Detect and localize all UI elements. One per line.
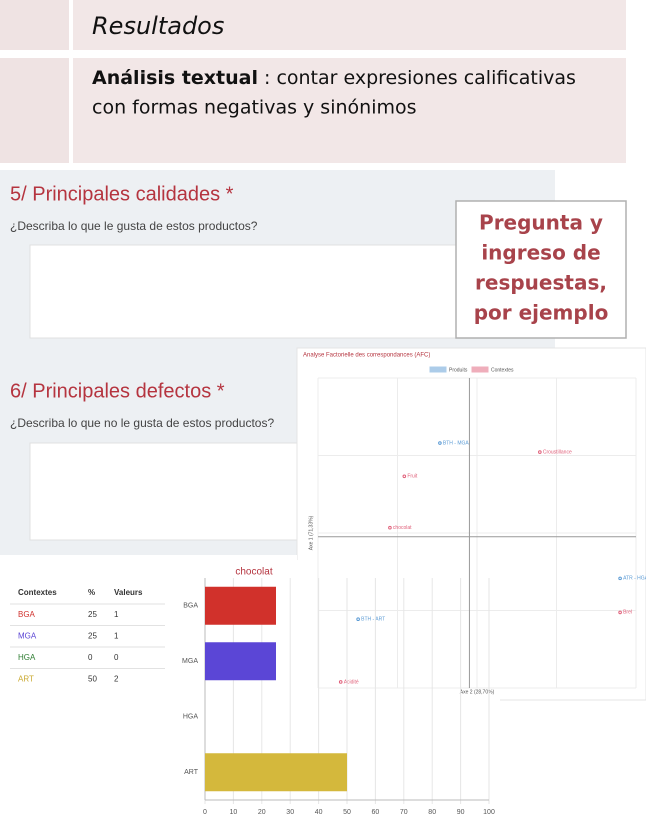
x-axis-label: Axe 2 (28,70%) bbox=[460, 689, 495, 695]
point-label: Brel bbox=[623, 610, 632, 616]
table-cell: BGA bbox=[18, 610, 36, 619]
x-tick-label: 70 bbox=[400, 809, 408, 816]
y-axis-label: Axe 1 (71,33%) bbox=[308, 515, 314, 550]
legend-label: Contextes bbox=[491, 367, 514, 373]
legend-label: Produits bbox=[449, 367, 468, 373]
point-label: Croustillance bbox=[543, 449, 572, 455]
question-title: 5/ Principales calidades * bbox=[10, 183, 234, 205]
legend-swatch bbox=[471, 366, 489, 373]
point bbox=[356, 617, 360, 621]
callout-line: respuestas, bbox=[475, 271, 607, 295]
answer-textarea[interactable] bbox=[29, 442, 331, 541]
question-prompt: ¿Describa lo que le gusta de estos produ… bbox=[10, 219, 258, 233]
table-cell: 0 bbox=[88, 653, 93, 662]
callout-line: Pregunta y bbox=[479, 211, 603, 235]
point bbox=[438, 441, 442, 445]
bar bbox=[205, 642, 276, 681]
point-label: ATR - HGA bbox=[623, 576, 646, 582]
generated: Contextes% Valeurs BGA 25 1 MGA 25 1 HGA 0 0 ART 50 2… bbox=[10, 353, 646, 816]
table-cell: MGA bbox=[18, 632, 37, 641]
point bbox=[618, 610, 622, 615]
table-cell: 2 bbox=[114, 675, 119, 684]
band-left bbox=[0, 58, 69, 163]
subtitle-text: : contar expresiones calificativas bbox=[264, 67, 576, 89]
table-cell: 1 bbox=[114, 632, 119, 641]
bar bbox=[205, 586, 276, 625]
bar bbox=[205, 753, 347, 792]
point bbox=[618, 576, 622, 581]
point bbox=[388, 525, 392, 530]
point bbox=[338, 680, 343, 684]
table-cell: ART bbox=[18, 675, 34, 684]
callout-box bbox=[455, 200, 627, 339]
x-tick-label: 100 bbox=[483, 809, 495, 816]
chart-title: chocolat bbox=[235, 567, 272, 578]
chart-title: Analyse Factorielle des correspondances … bbox=[303, 353, 430, 359]
x-tick-label: 80 bbox=[428, 809, 436, 816]
point bbox=[402, 474, 407, 479]
subtitle-bold: Análisis textual bbox=[92, 67, 258, 89]
slide-title: Resultados bbox=[92, 12, 224, 40]
question-title: 6/ Principales defectos * bbox=[10, 380, 225, 402]
y-tick-label: ART bbox=[184, 769, 199, 776]
table-header: Contextes bbox=[18, 588, 57, 597]
point-label: BTH - ART bbox=[361, 617, 385, 623]
question-prompt: ¿Describa lo que no le gusta de estos pr… bbox=[10, 416, 274, 430]
point-label: chocolat bbox=[393, 525, 412, 531]
subtitle-line: con formas negativas y sinónimos bbox=[92, 97, 417, 119]
callout: Pregunta y ingreso de respuestas, por ej… bbox=[474, 211, 609, 325]
band-left bbox=[0, 0, 69, 50]
x-tick-label: 60 bbox=[372, 809, 380, 816]
table-header: % bbox=[88, 588, 95, 597]
point-label: Acidité bbox=[344, 679, 359, 685]
table-cell: 1 bbox=[114, 610, 119, 619]
point-label: BTH - MGA bbox=[443, 440, 469, 446]
x-tick-label: 90 bbox=[457, 809, 465, 816]
subtitle-band bbox=[73, 58, 626, 163]
subtitle: Análisis textual : contar expresiones cal… bbox=[92, 67, 576, 89]
legend-swatch bbox=[429, 366, 447, 373]
y-tick-label: BGA bbox=[183, 603, 198, 610]
x-tick-label: 50 bbox=[343, 809, 351, 816]
y-tick-label: MGA bbox=[182, 658, 198, 665]
point bbox=[538, 450, 542, 454]
x-tick-label: 30 bbox=[286, 809, 294, 816]
table-cell: 25 bbox=[88, 632, 97, 641]
point-label: Fruit bbox=[407, 474, 418, 480]
table-cell: HGA bbox=[18, 653, 36, 662]
table-header: Valeurs bbox=[114, 588, 143, 597]
table-cell: 25 bbox=[88, 610, 97, 619]
x-tick-label: 10 bbox=[230, 809, 238, 816]
title-band bbox=[73, 0, 626, 50]
x-tick-label: 20 bbox=[258, 809, 266, 816]
y-tick-label: HGA bbox=[183, 714, 199, 721]
table-cell: 50 bbox=[88, 675, 97, 684]
callout-line: ingreso de bbox=[481, 241, 600, 265]
x-tick-label: 0 bbox=[203, 809, 207, 816]
callout-line: por ejemplo bbox=[474, 301, 609, 325]
x-tick-label: 40 bbox=[315, 809, 323, 816]
table-cell: 0 bbox=[114, 653, 119, 662]
